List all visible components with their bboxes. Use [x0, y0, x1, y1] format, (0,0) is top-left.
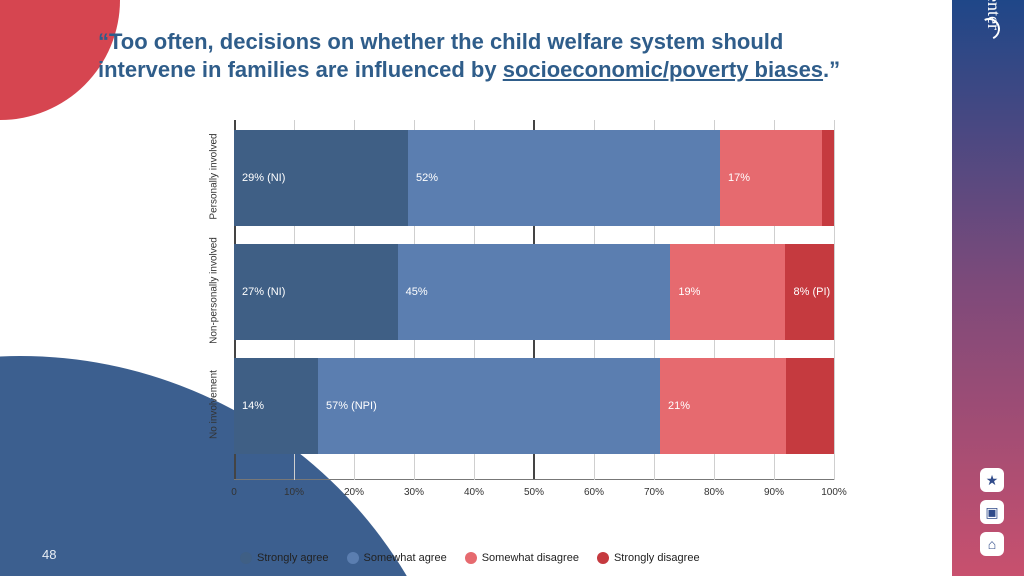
x-tick-label: 40%	[464, 487, 484, 498]
row-label: Personally involved	[209, 117, 220, 237]
bar-chart: 0 10% 20% 30% 40% 50% 60% 70% 80% 90% 100% 29% (NI)…	[196, 120, 856, 500]
slide-title: “Too often, decisions on whether the chi…	[98, 28, 878, 83]
x-tick-label: 10%	[284, 487, 304, 498]
bar-segment-strongly_agree: 14%	[234, 358, 318, 454]
bar-segment-strongly_agree: 27% (NI)	[234, 244, 398, 340]
bar-row: 14%57% (NPI)21%No involvement	[234, 358, 834, 454]
chart-plot-area: 010%20%30%40%50%60%70%80%90%100%29% (NI)…	[234, 120, 834, 480]
group-icon[interactable]: ▣	[980, 500, 1004, 524]
bar-row: 29% (NI)52%17%Personally involved	[234, 130, 834, 226]
bar-segment-strongly_disagree: 8% (PI)	[785, 244, 833, 340]
chart-legend: Strongly agree Somewhat agree Somewhat dis…	[240, 552, 700, 564]
page-number: 48	[42, 547, 56, 562]
x-tick-label: 60%	[584, 487, 604, 498]
row-label: Non-personally involved	[209, 231, 220, 351]
title-underlined: socioeconomic/poverty biases	[503, 57, 823, 82]
bar-segment-somewhat_agree: 57% (NPI)	[318, 358, 660, 454]
legend-swatch	[597, 552, 609, 564]
x-tick-label: 20%	[344, 487, 364, 498]
x-tick-label: 50%	[524, 487, 544, 498]
x-tick-label: 70%	[644, 487, 664, 498]
slide: Bipartisan Policy Center “Too often, dec…	[0, 0, 1024, 576]
bar-segment-somewhat_disagree: 17%	[720, 130, 822, 226]
legend-swatch	[240, 552, 252, 564]
legend-swatch	[465, 552, 477, 564]
legend-item: Strongly disagree	[597, 552, 700, 564]
bar-segment-strongly_disagree	[822, 130, 834, 226]
house-icon[interactable]: ⌂	[980, 532, 1004, 556]
bar-segment-somewhat_disagree: 21%	[660, 358, 786, 454]
person-icon[interactable]: ★	[980, 468, 1004, 492]
x-tick-label: 80%	[704, 487, 724, 498]
x-axis	[234, 479, 834, 480]
legend-item: Somewhat disagree	[465, 552, 579, 564]
sidebar-icons: ★ ▣ ⌂	[980, 468, 1004, 556]
bar-row: 27% (NI)45%19%8% (PI)Non-personally invo…	[234, 244, 834, 340]
bar-segment-strongly_agree: 29% (NI)	[234, 130, 408, 226]
x-tick-label: 30%	[404, 487, 424, 498]
row-label: No involvement	[209, 345, 220, 465]
title-suffix: .”	[823, 57, 840, 82]
brand-name: Bipartisan Policy Center	[983, 0, 1004, 30]
legend-item: Somewhat agree	[347, 552, 447, 564]
bar-segment-strongly_disagree	[786, 358, 834, 454]
bar-segment-somewhat_agree: 45%	[398, 244, 671, 340]
gridline	[834, 120, 835, 480]
legend-swatch	[347, 552, 359, 564]
legend-item: Strongly agree	[240, 552, 329, 564]
x-tick-label: 90%	[764, 487, 784, 498]
bar-segment-somewhat_disagree: 19%	[670, 244, 785, 340]
x-tick-label: 0	[231, 487, 237, 498]
bar-segment-somewhat_agree: 52%	[408, 130, 720, 226]
x-tick-label: 100%	[821, 487, 847, 498]
